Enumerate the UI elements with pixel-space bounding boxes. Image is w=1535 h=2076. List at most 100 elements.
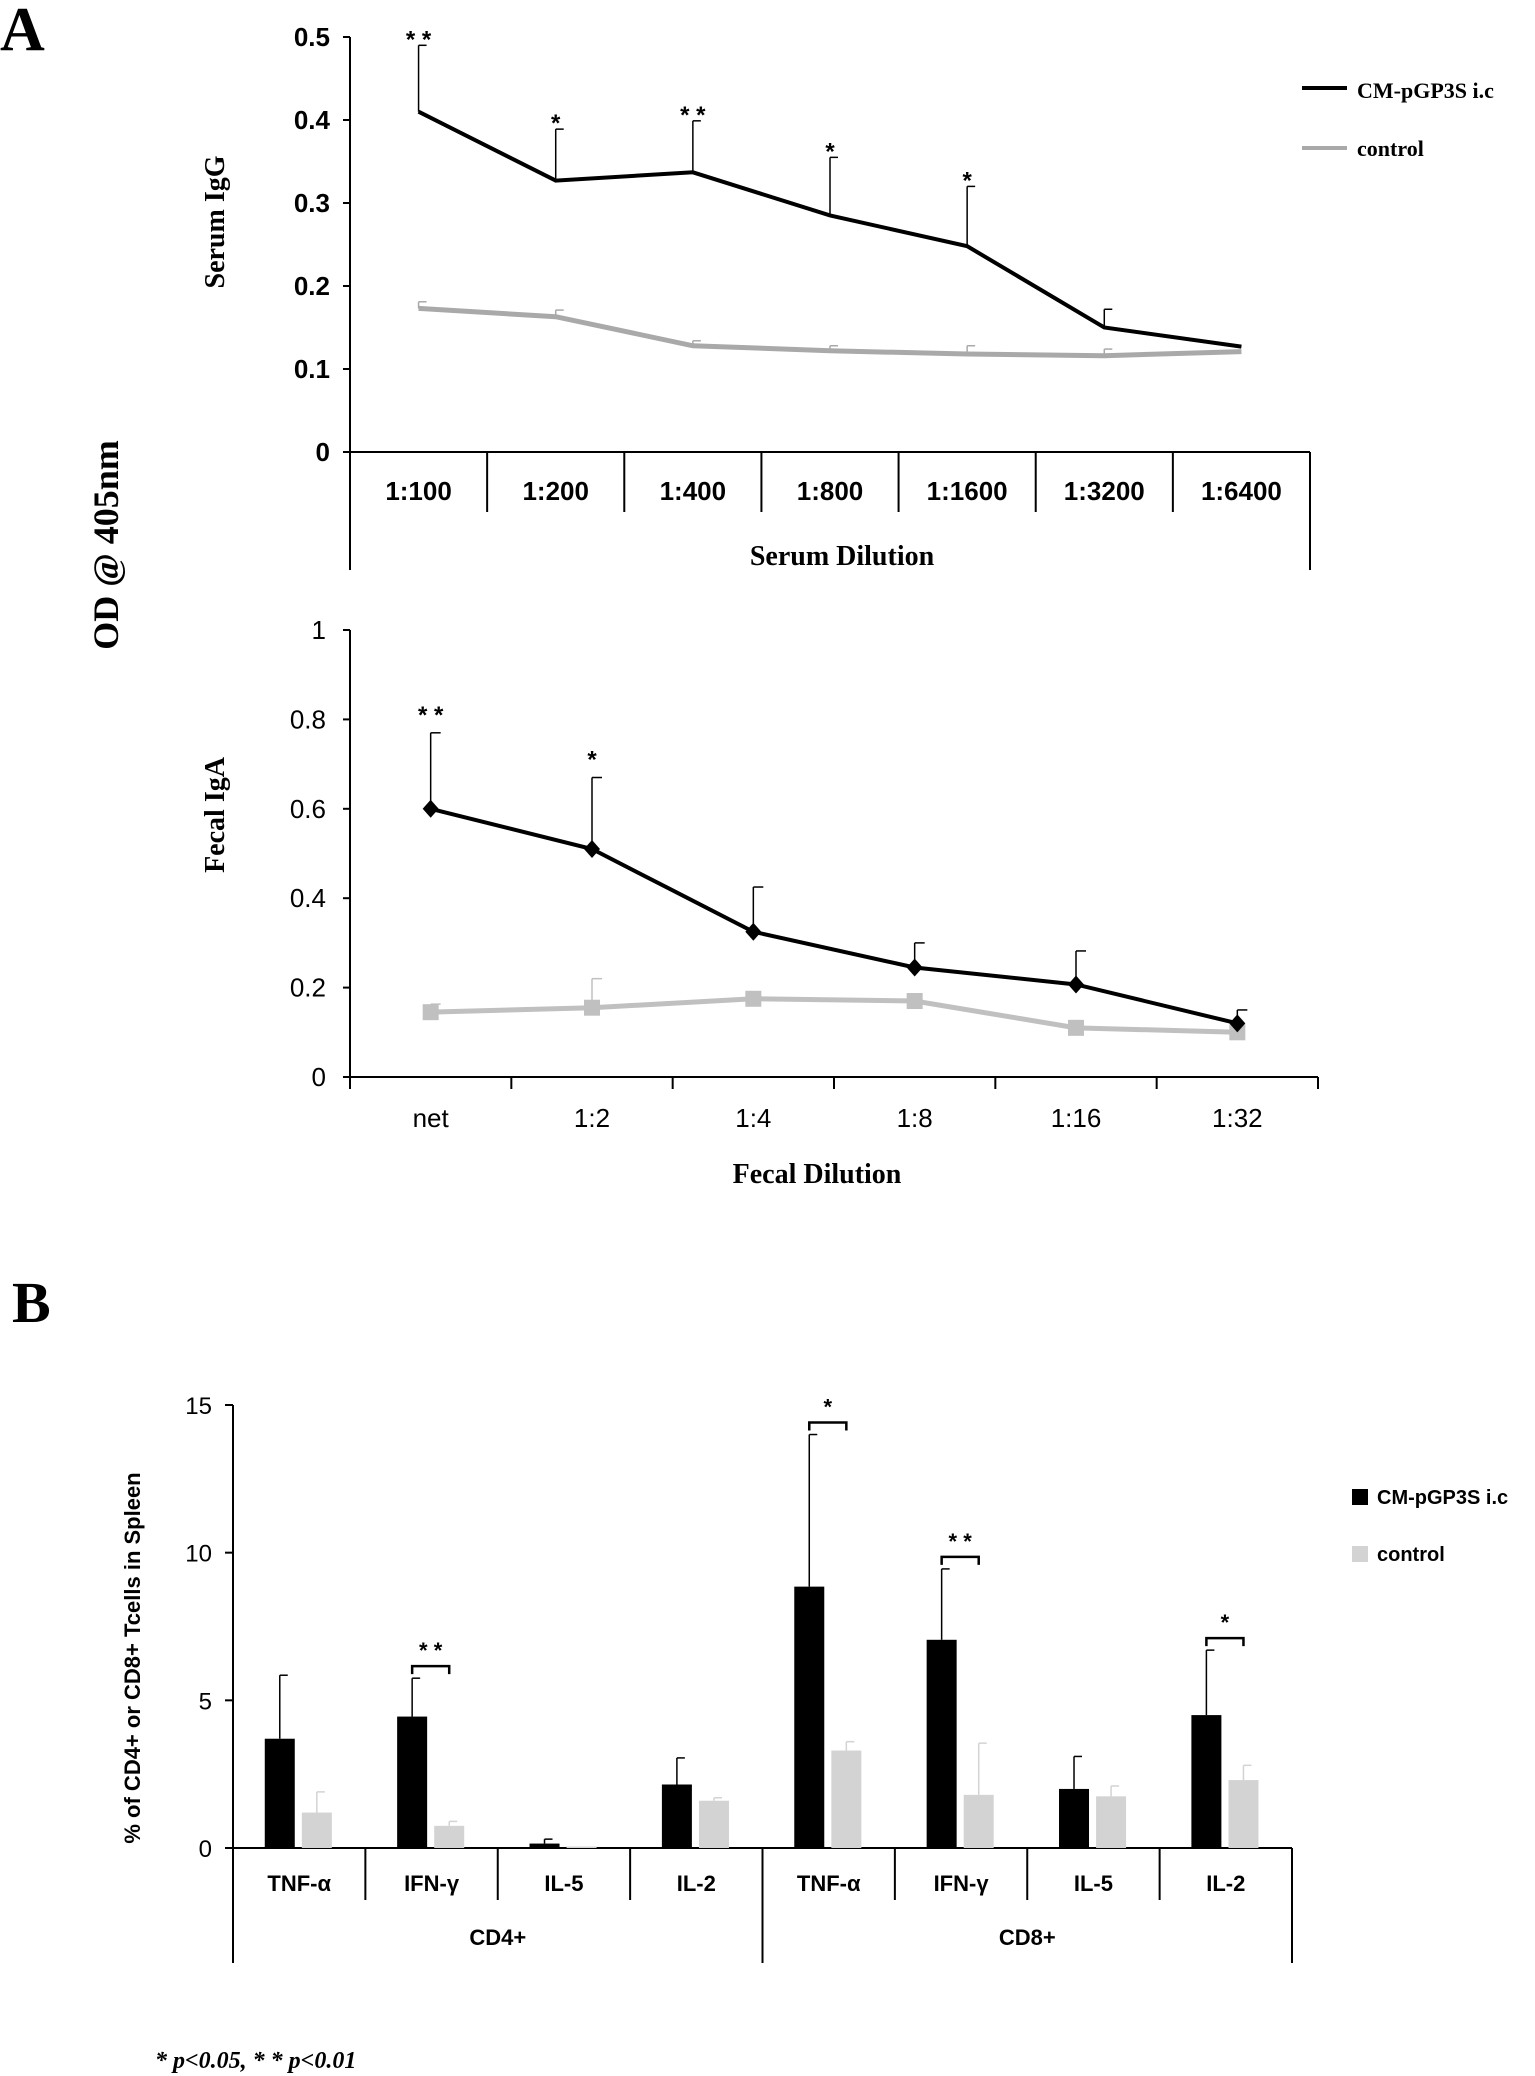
legend-swatch-control-bar xyxy=(1352,1546,1368,1562)
tcells-x-tick-label: IL-2 xyxy=(1206,1871,1245,1896)
tcells-x-tick-label: TNF-α xyxy=(797,1871,861,1896)
fecal-x-tick-label: 1:8 xyxy=(897,1103,933,1133)
fecal-marker-control xyxy=(906,993,923,1010)
serum-y-tick-label: 0.5 xyxy=(294,22,330,52)
shared-y-label: OD @ 405nm xyxy=(86,440,126,650)
fecal-x-tick-label: 1:16 xyxy=(1051,1103,1102,1133)
tcells-x-tick-label: IFN-γ xyxy=(404,1871,460,1896)
serum-x-tick-label: 1:800 xyxy=(797,476,864,506)
legend-label-control: control xyxy=(1357,136,1424,161)
tcells-y-tick-label: 15 xyxy=(185,1393,212,1420)
serum-series-line-treated xyxy=(417,109,1242,349)
fecal-series-line-treated xyxy=(430,806,1238,1026)
legend-swatch-treated-bar xyxy=(1352,1489,1368,1505)
fecal-marker-treated xyxy=(1068,975,1084,994)
tcells-bar-control xyxy=(301,1812,332,1848)
serum-significance-marker: * * xyxy=(406,26,432,53)
tcells-x-tick-label: IFN-γ xyxy=(934,1871,990,1896)
serum-significance-marker: * xyxy=(825,138,835,165)
tcells-significance-bracket xyxy=(410,1664,451,1675)
panel-b-label: B xyxy=(12,1270,51,1335)
tcells-significance-marker: * xyxy=(1221,1610,1230,1635)
panel-a-label: A xyxy=(0,0,45,64)
fecal-marker-control xyxy=(584,999,600,1016)
fecal-x-tick-label: 1:32 xyxy=(1212,1103,1263,1133)
tcells-bar-control xyxy=(698,1800,729,1848)
tcells-x-tick-label: IL-5 xyxy=(1074,1871,1113,1896)
tcells-bar-treated xyxy=(529,1843,560,1848)
serum-x-tick-label: 1:1600 xyxy=(927,476,1008,506)
fecal-y-tick-label: 0.4 xyxy=(290,883,326,913)
fecal-marker-treated xyxy=(906,958,923,977)
fecal-y-tick-label: 0.6 xyxy=(290,794,326,824)
serum-x-tick-label: 1:200 xyxy=(522,476,589,506)
serum-series-line-control xyxy=(418,305,1242,359)
tcells-significance-marker: * * xyxy=(419,1638,443,1663)
fecal-y-tick-label: 1 xyxy=(312,615,326,645)
tcells-bar-control xyxy=(566,1846,597,1848)
tcells-bar-treated xyxy=(926,1639,957,1848)
tcells-significance-bracket xyxy=(940,1555,980,1565)
fecal-marker-control xyxy=(745,990,762,1007)
serum-x-tick-label: 1:400 xyxy=(660,476,727,506)
tcells-bar-treated xyxy=(264,1738,295,1848)
serum-y-tick-label: 0.3 xyxy=(294,188,330,218)
fecal-significance-marker: * xyxy=(587,747,597,774)
tcells-bar-treated xyxy=(1059,1788,1090,1848)
tcells-x-tick-label: TNF-α xyxy=(267,1871,331,1896)
tcells-bar-treated xyxy=(1191,1715,1222,1848)
fecal-marker-control xyxy=(1068,1019,1084,1036)
serum-significance-marker: * xyxy=(551,110,561,137)
tcells-bar-treated xyxy=(794,1586,825,1848)
fecal-series-line-control xyxy=(430,996,1238,1035)
serum-y-tick-label: 0.2 xyxy=(294,271,330,301)
tcells-bar-control xyxy=(963,1794,994,1848)
tcells-significance-bracket xyxy=(808,1421,848,1431)
fecal-x-label: Fecal Dilution xyxy=(733,1159,902,1190)
tcells-y-label: % of CD4+ or CD8+ Tcells in Spleen xyxy=(120,1472,145,1843)
tcells-bar-control xyxy=(1096,1796,1127,1848)
tcells-group-label: CD8+ xyxy=(999,1925,1056,1950)
fecal-significance-marker: * * xyxy=(418,702,444,729)
serum-y-label: Serum IgG xyxy=(200,155,231,288)
legend-label-treated-bar: CM-pGP3S i.c xyxy=(1377,1487,1508,1509)
tcells-y-tick-label: 0 xyxy=(199,1836,212,1863)
serum-x-label: Serum Dilution xyxy=(750,541,935,572)
tcells-x-tick-label: IL-2 xyxy=(677,1871,716,1896)
tcells-group-label: CD4+ xyxy=(469,1925,526,1950)
fecal-y-tick-label: 0 xyxy=(312,1062,326,1092)
serum-x-tick-label: 1:6400 xyxy=(1201,476,1282,506)
serum-x-tick-label: 1:3200 xyxy=(1064,476,1145,506)
serum-igg-chart: Serum IgG Serum Dilution CM-pGP3S i.c co… xyxy=(200,22,1494,572)
fecal-marker-treated xyxy=(745,922,762,941)
tcells-bar-chart: % of CD4+ or CD8+ Tcells in Spleen CM-pG… xyxy=(120,1393,1508,1963)
tcells-x-tick-label: IL-5 xyxy=(544,1871,583,1896)
serum-y-tick-label: 0 xyxy=(316,437,330,467)
serum-significance-marker: * xyxy=(962,167,972,194)
legend-label-treated: CM-pGP3S i.c xyxy=(1357,78,1494,103)
fecal-y-label: Fecal IgA xyxy=(200,756,231,873)
tcells-significance-marker: * * xyxy=(949,1529,973,1554)
fecal-marker-treated xyxy=(422,799,439,818)
legend-label-control-bar: control xyxy=(1377,1544,1445,1566)
tcells-bar-control xyxy=(1228,1780,1259,1848)
fecal-iga-chart: Fecal IgA Fecal Dilution 0 0.2 0.4 0.6 0.8 1 n… xyxy=(200,615,1319,1190)
tcells-y-tick-label: 10 xyxy=(185,1541,212,1568)
fecal-marker-treated xyxy=(1229,1014,1246,1033)
fecal-marker-control xyxy=(422,1004,439,1021)
tcells-bar-control xyxy=(831,1750,862,1848)
fecal-x-tick-label: 1:2 xyxy=(574,1103,610,1133)
serum-y-tick-label: 0.4 xyxy=(294,105,331,135)
tcells-significance-marker: * xyxy=(824,1395,833,1420)
tcells-bar-treated xyxy=(397,1716,428,1848)
serum-y-tick-label: 0.1 xyxy=(294,354,330,384)
fecal-marker-treated xyxy=(584,840,600,859)
fecal-x-tick-label: 1:4 xyxy=(735,1103,771,1133)
tcells-y-tick-label: 5 xyxy=(199,1688,212,1715)
tcells-significance-bracket xyxy=(1205,1636,1245,1647)
tcells-bar-control xyxy=(434,1825,465,1848)
significance-footnote: * p<0.05, * * p<0.01 xyxy=(155,2048,356,2074)
fecal-y-tick-label: 0.2 xyxy=(290,973,326,1003)
serum-significance-marker: * * xyxy=(680,102,706,129)
